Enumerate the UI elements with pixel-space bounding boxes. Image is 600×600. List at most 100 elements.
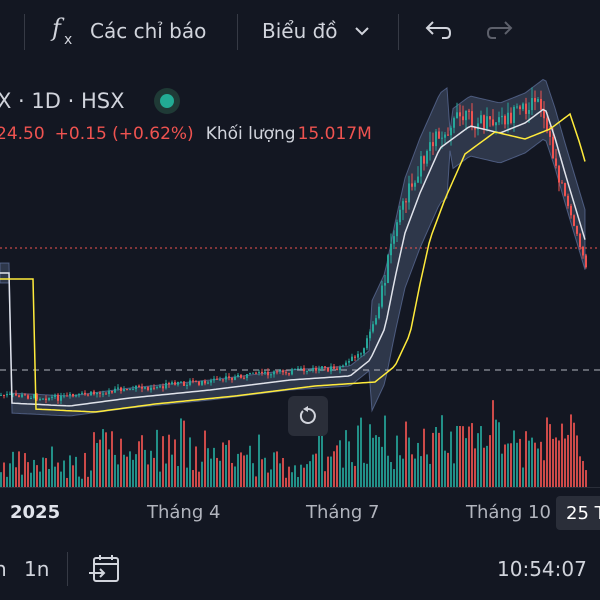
interval-button-a[interactable]: n (0, 556, 7, 581)
candle-body (456, 112, 458, 119)
volume-bar (111, 431, 113, 487)
volume-bar (525, 431, 527, 487)
volume-bar (168, 434, 170, 487)
candle-body (522, 103, 524, 110)
candle-body (252, 372, 254, 374)
candle-body (312, 368, 314, 370)
volume-bar (264, 457, 266, 487)
undo-icon (425, 21, 452, 39)
volume-bar (330, 456, 332, 487)
candle-body (30, 398, 32, 400)
volume-bar (201, 461, 203, 487)
volume-bar (219, 460, 221, 487)
volume-bar (27, 462, 29, 487)
candle-body (108, 390, 110, 394)
volume-bar (504, 444, 506, 487)
candle-body (372, 324, 374, 332)
volume-bar (486, 445, 488, 487)
volume-bar (438, 432, 440, 487)
time-axis-label-apr: Tháng 4 (147, 502, 221, 523)
symbol-legend[interactable]: X · 1D · HSX (0, 86, 181, 116)
candle-body (48, 397, 50, 401)
volume-bar (390, 462, 392, 487)
volume-bar (39, 471, 41, 487)
candle-body (513, 106, 515, 123)
candle-body (51, 396, 53, 398)
volume-bar (384, 415, 386, 487)
volume-bar (87, 476, 89, 487)
chart-type-button[interactable]: Biểu đồ (262, 0, 372, 62)
reset-chart-button[interactable] (288, 396, 328, 436)
volume-bar (84, 452, 86, 487)
candle-body (573, 215, 575, 226)
time-axis[interactable]: 2025 Tháng 4 Tháng 7 Tháng 10 (0, 487, 600, 538)
candle-body (174, 382, 176, 385)
indicators-button[interactable]: f x Các chỉ báo (50, 0, 206, 62)
interval-button-b[interactable]: 1n (24, 556, 50, 581)
candle-body (375, 318, 377, 325)
volume-bar (75, 456, 77, 487)
volume-bar (510, 443, 512, 487)
candle-body (240, 374, 242, 378)
volume-bar (489, 435, 491, 487)
candle-body (279, 370, 281, 372)
volume-bar (492, 400, 494, 487)
redo-button[interactable] (486, 0, 514, 62)
candle-body (267, 371, 269, 376)
candle-body (87, 394, 89, 396)
volume-bar (405, 421, 407, 487)
volume-bar (246, 454, 248, 487)
candle-body (357, 353, 359, 358)
volume-bar (12, 451, 14, 487)
volume-bar (480, 426, 482, 487)
candle-body (45, 398, 47, 401)
market-status-dot[interactable] (154, 88, 181, 114)
volume-bar (432, 432, 434, 487)
price-chart[interactable] (0, 62, 600, 487)
volume-bar (456, 425, 458, 487)
candle-body (483, 115, 485, 129)
candle-body (381, 285, 383, 307)
volume-bar (177, 466, 179, 487)
candle-body (39, 398, 41, 400)
candle-body (537, 98, 539, 102)
candle-body (402, 201, 404, 210)
candle-body (393, 236, 395, 244)
undo-button[interactable] (424, 0, 452, 62)
candle-body (12, 393, 14, 395)
candle-body (309, 369, 311, 372)
candle-body (366, 338, 368, 349)
volume-bar (411, 454, 413, 487)
volume-bar (522, 467, 524, 487)
volume-bar (159, 471, 161, 487)
volume-bar (429, 463, 431, 487)
chart-canvas[interactable] (0, 62, 600, 487)
volume-bar (51, 446, 53, 487)
candle-body (396, 222, 398, 237)
volume-bar (237, 453, 239, 487)
candle-body (225, 376, 227, 380)
candle-body (414, 182, 416, 187)
volume-bar (366, 463, 368, 487)
date-range-button[interactable] (88, 537, 122, 600)
candle-body (165, 383, 167, 389)
time-axis-label-year: 2025 (10, 502, 61, 523)
volume-bar (261, 459, 263, 487)
candle-body (528, 110, 530, 114)
toolbar-separator (398, 14, 399, 50)
volume-bar (465, 438, 467, 487)
calendar-goto-icon (89, 554, 119, 582)
volume-bar (291, 472, 293, 487)
volume-bar (501, 453, 503, 487)
candle-body (6, 394, 8, 396)
candle-body (306, 371, 308, 373)
volume-bar (240, 452, 242, 487)
status-dot-icon (160, 94, 175, 108)
candle-body (72, 393, 74, 397)
volume-bar (561, 423, 563, 487)
volume-bar (0, 472, 2, 487)
volume-bar (48, 468, 50, 487)
candle-body (552, 136, 554, 159)
candle-body (291, 369, 293, 375)
candle-body (15, 393, 17, 396)
